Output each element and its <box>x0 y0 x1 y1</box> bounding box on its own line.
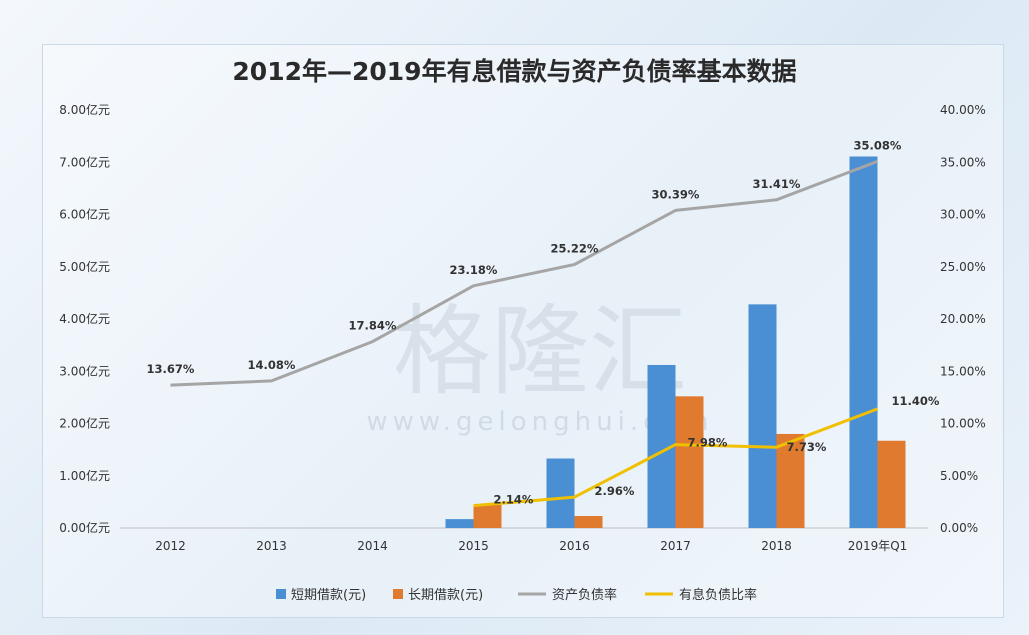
x-axis-tick-label: 2018 <box>761 539 792 553</box>
legend-swatch <box>393 589 403 599</box>
right-axis-tick-label: 35.00% <box>940 155 986 169</box>
x-axis-tick-label: 2019年Q1 <box>848 539 908 553</box>
left-axis-tick-label: 5.00亿元 <box>59 259 110 274</box>
left-axis-tick-label: 8.00亿元 <box>59 102 110 117</box>
data-labels: 13.67% 14.08% 17.84% 23.18% 25.22% 30.39% 31.4… <box>147 138 940 506</box>
legend-label: 短期借款(元) <box>291 588 366 603</box>
legend: 短期借款(元) 长期借款(元) 资产负债率 有息负债比率 <box>276 587 757 603</box>
data-label-debt-ratio: 35.08% <box>854 138 902 152</box>
legend-label: 有息负债比率 <box>679 587 757 603</box>
data-label-interest-debt-ratio: 7.98% <box>688 436 728 450</box>
left-axis-tick-label: 7.00亿元 <box>59 154 110 169</box>
bar-long-term-loan <box>574 515 603 528</box>
left-axis-tick-label: 6.00亿元 <box>59 207 110 222</box>
right-axis-tick-label: 40.00% <box>940 103 986 117</box>
data-label-interest-debt-ratio: 2.14% <box>494 493 534 507</box>
left-axis-tick-label: 0.00亿元 <box>59 520 110 535</box>
right-axis-tick-label: 30.00% <box>940 208 986 222</box>
right-axis-tick-label: 5.00% <box>940 469 978 483</box>
lines <box>170 159 879 508</box>
bar-long-term-loan <box>675 396 704 528</box>
bar-long-term-loan <box>877 440 906 528</box>
left-axis-tick-label: 1.00亿元 <box>59 468 110 483</box>
data-label-debt-ratio: 14.08% <box>248 358 296 372</box>
bar-short-term-loan <box>546 458 575 528</box>
bar-long-term-loan <box>776 433 805 528</box>
data-label-debt-ratio: 25.22% <box>551 241 599 255</box>
data-label-debt-ratio: 31.41% <box>753 177 801 191</box>
data-label-interest-debt-ratio: 11.40% <box>892 394 940 408</box>
x-axis-tick-label: 2012 <box>155 539 186 553</box>
chart-title: 2012年—2019年有息借款与资产负债率基本数据 <box>232 57 797 86</box>
x-axis-tick-label: 2015 <box>458 539 489 553</box>
data-label-interest-debt-ratio: 2.96% <box>595 484 635 498</box>
legend-swatch <box>276 589 286 599</box>
bar-short-term-loan <box>849 156 878 528</box>
x-axis-tick-label: 2016 <box>559 539 590 553</box>
chart-frame <box>42 44 1004 618</box>
bar-short-term-loan <box>445 519 474 528</box>
data-label-debt-ratio: 23.18% <box>450 263 498 277</box>
x-axis-tick-label: 2017 <box>660 539 691 553</box>
legend-label: 资产负债率 <box>552 587 617 603</box>
series-line-debt-ratio <box>170 159 879 387</box>
data-label-debt-ratio: 13.67% <box>147 362 195 376</box>
series-line-interest-debt-ratio <box>473 407 879 508</box>
right-axis-tick-label: 10.00% <box>940 417 986 431</box>
right-axis-tick-label: 20.00% <box>940 312 986 326</box>
right-axis-tick-label: 0.00% <box>940 521 978 535</box>
data-label-debt-ratio: 30.39% <box>652 187 700 201</box>
legend-label: 长期借款(元) <box>408 588 483 603</box>
data-label-interest-debt-ratio: 7.73% <box>787 440 827 454</box>
right-axis-tick-label: 15.00% <box>940 364 986 378</box>
left-axis-tick-label: 2.00亿元 <box>59 416 110 431</box>
x-axis-tick-label: 2013 <box>256 539 287 553</box>
bar-short-term-loan <box>748 304 777 528</box>
left-axis-tick-label: 4.00亿元 <box>59 311 110 326</box>
data-label-debt-ratio: 17.84% <box>349 319 397 333</box>
left-axis-tick-label: 3.00亿元 <box>59 363 110 378</box>
right-axis-tick-label: 25.00% <box>940 260 986 274</box>
axes: 0.00亿元 1.00亿元 2.00亿元 3.00亿元 4.00亿元 5.00亿元 6.00… <box>59 102 986 553</box>
x-axis-tick-label: 2014 <box>357 539 388 553</box>
bar-long-term-loan <box>473 505 502 528</box>
bars <box>445 156 906 528</box>
watermark-logo-text: 格隆汇 <box>393 295 687 409</box>
